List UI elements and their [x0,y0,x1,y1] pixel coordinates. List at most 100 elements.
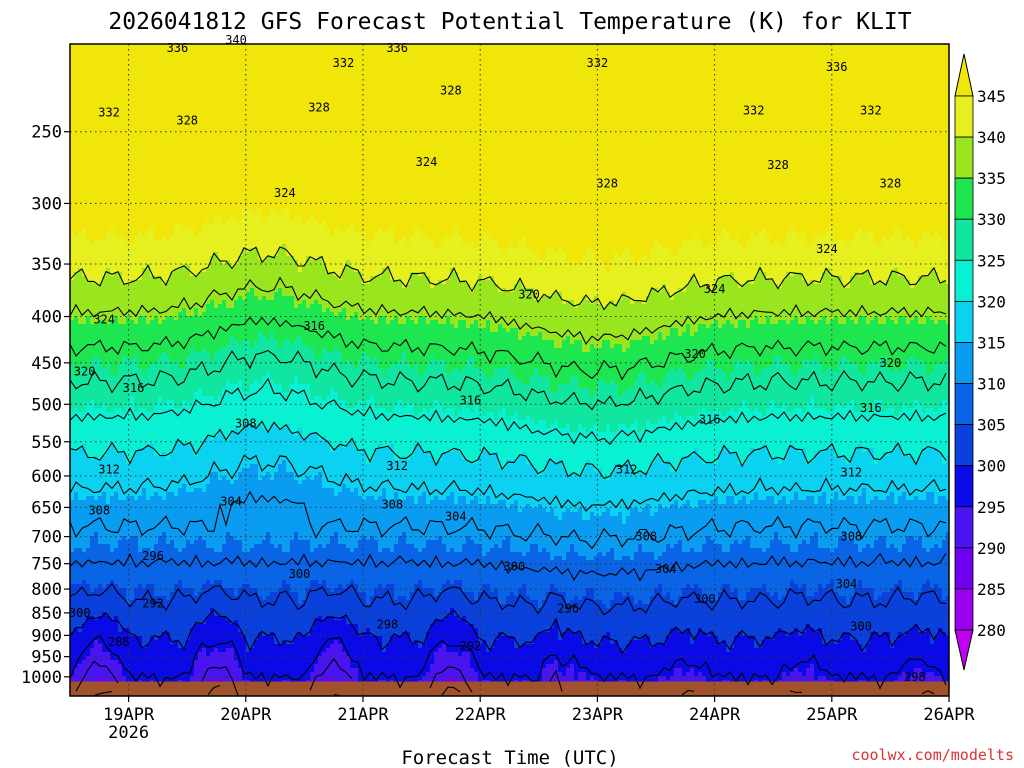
theta-cell [534,68,539,73]
theta-cell [262,68,267,73]
theta-cell [770,56,775,61]
theta-cell [646,52,651,57]
theta-cell [494,48,499,53]
theta-cell [862,68,867,73]
theta-cell [526,56,531,61]
theta-cell [310,64,315,69]
theta-cell [726,56,731,61]
theta-cell [506,68,511,73]
theta-cell [690,56,695,61]
theta-cell [82,60,87,65]
theta-cell [258,48,263,53]
theta-cell [238,48,243,53]
theta-cell [122,48,127,53]
theta-cell [718,60,723,65]
theta-cell [162,60,167,65]
theta-cell [826,52,831,57]
theta-cell [106,48,111,53]
theta-cell [686,68,691,73]
theta-cell [210,64,215,69]
theta-cell [878,52,883,57]
theta-cell [378,60,383,65]
theta-cell [690,68,695,73]
theta-cell [490,60,495,65]
theta-cell [262,60,267,65]
theta-cell [622,68,627,73]
theta-cell [814,68,819,73]
theta-cell [198,68,203,73]
theta-cell [686,64,691,69]
theta-cell [726,68,731,73]
theta-cell [662,64,667,69]
theta-cell [658,48,663,53]
theta-cell [582,48,587,53]
theta-cell [302,64,307,69]
theta-cell [214,64,219,69]
theta-cell [114,48,119,53]
theta-cell [230,60,235,65]
theta-cell [634,68,639,73]
theta-cell [810,52,815,57]
theta-cell [154,64,159,69]
theta-cell [910,60,915,65]
theta-cell [290,52,295,57]
theta-cell [214,48,219,53]
theta-cell [714,60,719,65]
theta-cell [370,48,375,53]
theta-cell [450,56,455,61]
theta-cell [842,52,847,57]
theta-cell [894,48,899,53]
theta-cell [474,52,479,57]
theta-cell [286,48,291,53]
theta-cell [390,68,395,73]
theta-cell [754,52,759,57]
theta-cell [706,52,711,57]
theta-cell [870,56,875,61]
theta-cell [310,56,315,61]
theta-cell [390,60,395,65]
theta-cell [686,52,691,57]
theta-cell [890,60,895,65]
theta-cell [418,56,423,61]
theta-cell [782,56,787,61]
theta-cell [454,64,459,69]
theta-cell [778,56,783,61]
theta-cell [534,52,539,57]
theta-cell [762,68,767,73]
theta-cell [794,68,799,73]
theta-cell [510,68,515,73]
theta-cell [926,48,931,53]
theta-cell [578,48,583,53]
theta-cell [250,60,255,65]
theta-cell [494,52,499,57]
theta-cell [778,64,783,69]
theta-cell [658,64,663,69]
theta-cell [326,52,331,57]
theta-cell [202,52,207,57]
theta-cell [166,60,171,65]
theta-cell [286,68,291,73]
theta-cell [650,64,655,69]
theta-cell [246,56,251,61]
theta-cell [374,48,379,53]
theta-cell [786,52,791,57]
theta-cell [850,52,855,57]
theta-cell [614,56,619,61]
theta-cell [882,52,887,57]
theta-cell [854,64,859,69]
theta-cell [446,48,451,53]
theta-cell [86,64,91,69]
theta-cell [646,60,651,65]
theta-cell [770,64,775,69]
theta-cell [462,52,467,57]
theta-cell [414,68,419,73]
theta-cell [302,48,307,53]
theta-cell [614,60,619,65]
theta-cell [718,64,723,69]
theta-cell [786,56,791,61]
theta-cell [874,48,879,53]
theta-cell [690,52,695,57]
theta-cell [698,48,703,53]
theta-cell [698,56,703,61]
theta-cell [318,52,323,57]
